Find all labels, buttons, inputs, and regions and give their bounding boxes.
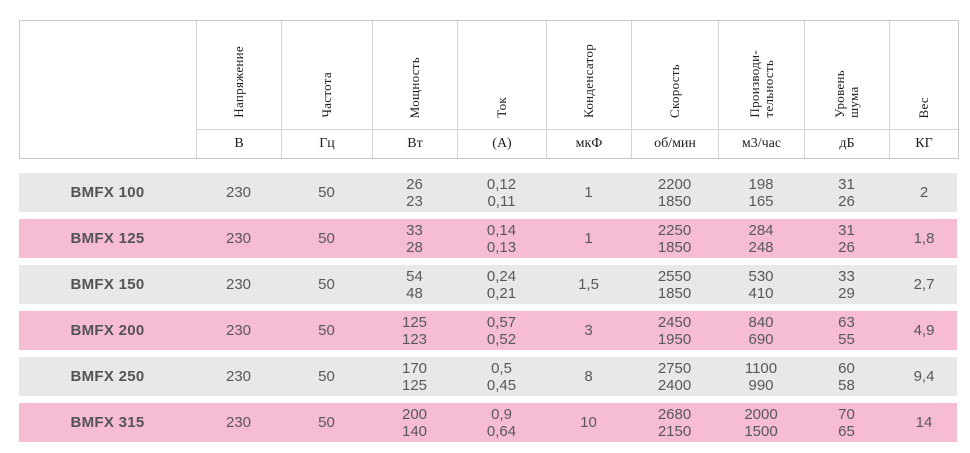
value-current: 0,24 0,21: [486, 267, 517, 302]
header-col-weight: Вес КГ: [889, 21, 958, 158]
value-voltage: 230: [225, 322, 252, 339]
column-label: Скорость: [667, 64, 682, 118]
value-speed: 2550 1850: [657, 267, 692, 302]
value-speed: 2200 1850: [657, 175, 692, 210]
header-col-current: Ток (А): [457, 21, 546, 158]
table-row-bmfx-315: BMFX 315 230 50 200 140 0,9 0,64 10 2680…: [19, 403, 957, 442]
column-unit: Гц: [319, 136, 335, 151]
column-unit: В: [234, 136, 244, 151]
value-noise: 31 26: [838, 175, 855, 210]
column-unit: КГ: [915, 136, 933, 151]
model-name: BMFX 150: [70, 276, 145, 293]
column-unit: дБ: [839, 136, 855, 151]
value-voltage: 230: [225, 230, 252, 247]
value-capacitor: 3: [584, 322, 593, 339]
table-row-bmfx-125: BMFX 125 230 50 33 28 0,14 0,13 1 2250 1…: [19, 219, 957, 258]
table-row-bmfx-100: BMFX 100 230 50 26 23 0,12 0,11 1 2200 1…: [19, 173, 957, 212]
value-frequency: 50: [318, 276, 335, 293]
value-weight: 4,9: [913, 322, 935, 339]
header-col-capacity: Производи- тельность м3/час: [718, 21, 804, 158]
value-speed: 2250 1850: [657, 221, 692, 256]
column-label: Вес: [916, 96, 931, 118]
value-voltage: 230: [225, 414, 252, 431]
model-name: BMFX 100: [70, 184, 145, 201]
value-weight: 9,4: [913, 368, 935, 385]
value-capacity: 1100 990: [744, 359, 778, 394]
header-col-power: Мощность Вт: [372, 21, 457, 158]
value-voltage: 230: [225, 276, 252, 293]
table-row-bmfx-250: BMFX 250 230 50 170 125 0,5 0,45 8 2750 …: [19, 357, 957, 396]
value-power: 170 125: [401, 359, 428, 394]
header-corner-cell: [20, 21, 196, 158]
value-current: 0,9 0,64: [486, 405, 517, 440]
value-voltage: 230: [225, 184, 252, 201]
column-label: Ток: [494, 97, 509, 118]
column-unit: мкФ: [575, 136, 603, 151]
value-capacity: 530 410: [748, 267, 774, 302]
value-capacity: 198 165: [748, 175, 774, 210]
value-frequency: 50: [318, 368, 335, 385]
value-current: 0,5 0,45: [486, 359, 517, 394]
column-unit: об/мин: [654, 136, 696, 151]
value-capacity: 840 690: [748, 313, 774, 348]
value-capacity: 2000 1500: [744, 405, 778, 440]
value-weight: 2: [919, 184, 929, 201]
model-name: BMFX 315: [70, 414, 145, 431]
spec-table: Напряжение В Частота Гц Мощность Вт Ток …: [19, 20, 959, 442]
header-col-voltage: Напряжение В: [196, 21, 281, 158]
column-unit: (А): [492, 136, 512, 151]
value-noise: 31 26: [838, 221, 855, 256]
table-row-bmfx-200: BMFX 200 230 50 125 123 0,57 0,52 3 2450…: [19, 311, 957, 350]
column-label: Частота: [319, 72, 334, 118]
column-label: Мощность: [407, 56, 422, 118]
value-weight: 2,7: [913, 276, 935, 293]
value-capacitor: 8: [584, 368, 593, 385]
value-frequency: 50: [318, 230, 335, 247]
value-weight: 14: [915, 414, 933, 431]
header-col-capacitor: Конденсатор мкФ: [546, 21, 631, 158]
value-current: 0,14 0,13: [486, 221, 517, 256]
value-voltage: 230: [225, 368, 252, 385]
value-noise: 33 29: [838, 267, 855, 302]
column-label: Производи- тельность: [746, 50, 776, 118]
column-label: Уровень шума: [832, 70, 861, 118]
header-col-noise: Уровень шума дБ: [804, 21, 889, 158]
value-power: 26 23: [406, 175, 423, 210]
model-name: BMFX 125: [70, 230, 145, 247]
value-power: 54 48: [406, 267, 423, 302]
spec-table-header: Напряжение В Частота Гц Мощность Вт Ток …: [19, 20, 959, 159]
value-power: 200 140: [401, 405, 428, 440]
value-speed: 2750 2400: [657, 359, 692, 394]
model-name: BMFX 250: [70, 368, 145, 385]
value-power: 33 28: [406, 221, 423, 256]
value-capacitor: 1,5: [578, 276, 599, 293]
column-unit: м3/час: [741, 136, 782, 151]
model-name: BMFX 200: [70, 322, 145, 339]
value-weight: 1,8: [913, 230, 935, 247]
value-power: 125 123: [401, 313, 428, 348]
column-label: Конденсатор: [581, 44, 596, 118]
value-current: 0,57 0,52: [486, 313, 517, 348]
value-capacity: 284 248: [748, 221, 774, 256]
header-col-speed: Скорость об/мин: [631, 21, 718, 158]
value-capacitor: 1: [584, 184, 593, 201]
value-frequency: 50: [318, 414, 335, 431]
value-current: 0,12 0,11: [486, 175, 517, 210]
table-row-bmfx-150: BMFX 150 230 50 54 48 0,24 0,21 1,5 2550…: [19, 265, 957, 304]
column-label: Напряжение: [231, 46, 246, 118]
value-noise: 60 58: [838, 359, 855, 394]
value-speed: 2680 2150: [657, 405, 692, 440]
value-speed: 2450 1950: [657, 313, 692, 348]
value-frequency: 50: [318, 184, 335, 201]
value-noise: 63 55: [838, 313, 855, 348]
value-noise: 70 65: [838, 405, 855, 440]
value-capacitor: 10: [580, 414, 597, 431]
value-frequency: 50: [318, 322, 335, 339]
value-capacitor: 1: [584, 230, 593, 247]
column-unit: Вт: [407, 136, 423, 151]
header-col-frequency: Частота Гц: [281, 21, 372, 158]
